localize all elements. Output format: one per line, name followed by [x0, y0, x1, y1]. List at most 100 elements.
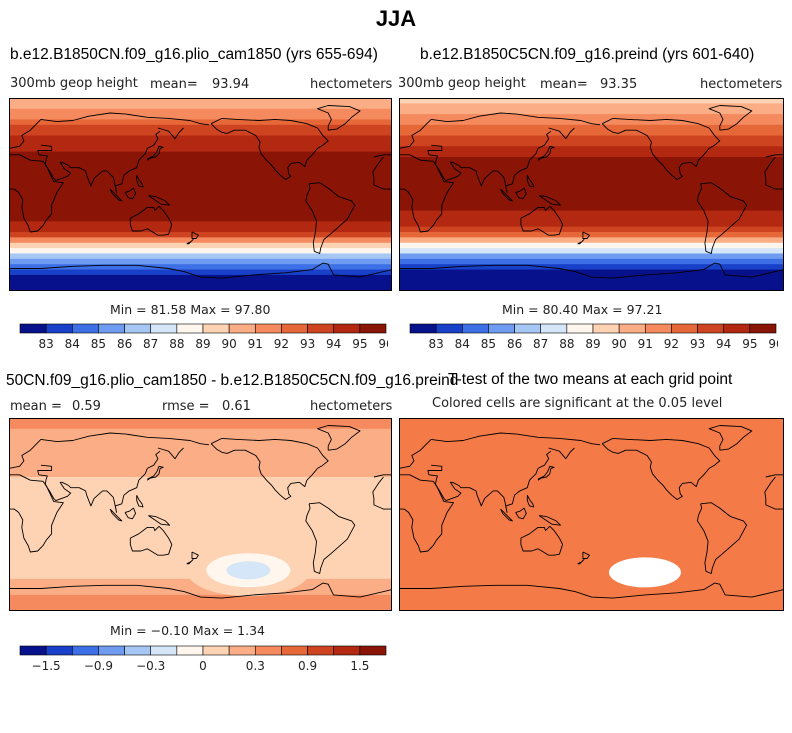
field-band	[9, 258, 392, 265]
mean-label-preind: mean=	[540, 77, 588, 92]
coastline	[9, 582, 392, 599]
coastline	[147, 130, 161, 149]
coastline	[399, 432, 601, 469]
field-band	[9, 519, 392, 526]
min-max-plio: Min = 81.58 Max = 97.80	[110, 302, 271, 317]
coastline	[577, 559, 585, 565]
colorbar-box	[98, 323, 125, 334]
colorbar-box	[281, 323, 308, 334]
colorbar-box	[461, 323, 489, 334]
coastline	[305, 182, 356, 254]
coastline	[399, 474, 454, 553]
field-band	[399, 253, 784, 260]
field-band	[9, 525, 392, 532]
colorbar-tick-label: 93	[300, 337, 315, 351]
colorbar-box	[71, 323, 99, 334]
field-band	[9, 135, 392, 142]
coastline	[537, 450, 552, 469]
colorbar-tick-label: 90	[221, 337, 236, 351]
field-band	[9, 280, 392, 287]
coastlines	[399, 105, 784, 279]
field-band	[399, 167, 784, 174]
coastline	[765, 154, 784, 158]
coastline	[191, 551, 199, 559]
coastline	[427, 464, 539, 513]
colorbar-tick-label: 83	[428, 337, 443, 351]
colorbar-box	[45, 645, 73, 656]
field-band	[399, 269, 784, 276]
coastline	[9, 432, 210, 469]
variable-label-preind: 300mb geop height	[398, 76, 526, 91]
field-band	[9, 151, 392, 158]
coastline	[9, 262, 392, 279]
coastline	[210, 117, 329, 180]
field-band	[9, 466, 392, 473]
panel-title-preind: b.e12.B1850C5CN.f09_g16.preind (yrs 601-…	[420, 46, 755, 63]
coastline	[515, 187, 527, 200]
colorbar-tick-label: 83	[38, 337, 53, 351]
coastline	[765, 474, 784, 478]
colorbar-box	[150, 323, 178, 334]
colorbar-box	[228, 645, 256, 656]
coastline	[582, 551, 590, 559]
field-band	[9, 503, 392, 510]
map-ttest	[399, 418, 784, 611]
mean-value-diff: 0.59	[72, 399, 101, 414]
coastline	[157, 127, 184, 140]
coastline	[520, 525, 564, 556]
colorbar-tick-label: 0	[199, 659, 207, 673]
not-significant-region	[608, 557, 681, 588]
colorbar-tick-label: 0.9	[298, 659, 317, 673]
coastline	[191, 231, 199, 239]
field-band	[9, 423, 392, 430]
coastline	[317, 105, 361, 131]
colorbar-box	[671, 323, 698, 334]
coastline	[372, 476, 392, 510]
rmse-value-diff: 0.61	[222, 399, 251, 414]
coastline	[399, 582, 784, 599]
main-title: JJA	[375, 6, 417, 31]
field-band	[399, 124, 784, 131]
field-band	[399, 215, 784, 222]
field-band	[9, 418, 392, 424]
coastline	[157, 447, 184, 460]
units-label-preind: hectometers	[700, 77, 783, 92]
coastline	[148, 195, 171, 206]
field-band	[9, 274, 392, 281]
coastline	[601, 117, 721, 180]
coastline	[136, 175, 144, 188]
field-band	[9, 242, 392, 249]
coastline	[548, 447, 575, 460]
field-band	[9, 114, 392, 121]
field-band	[399, 221, 784, 228]
variable-label-plio: 300mb geop height	[10, 76, 138, 91]
field-band	[9, 183, 392, 190]
colorbar-box	[307, 645, 335, 656]
field-band	[9, 460, 392, 467]
field-band	[9, 130, 392, 137]
field-layer	[399, 418, 784, 611]
field-band	[9, 226, 392, 233]
field-band	[9, 584, 392, 591]
coastline	[9, 474, 64, 553]
coastline	[372, 156, 392, 190]
field-band	[9, 248, 392, 255]
coastline	[708, 105, 753, 131]
field-band	[9, 232, 392, 238]
map-preind	[399, 98, 784, 291]
coastline	[305, 502, 356, 574]
field-band	[399, 119, 784, 126]
rmse-label-diff: rmse =	[162, 399, 210, 414]
coastline	[526, 494, 535, 508]
field-band	[9, 541, 392, 548]
colorbar-box	[333, 645, 361, 656]
colorbar-tick-label: 94	[716, 337, 731, 351]
field-band	[399, 183, 784, 190]
colorbar-box	[19, 323, 47, 334]
coastline	[37, 464, 148, 513]
field-band	[9, 269, 392, 276]
coastline	[538, 515, 561, 526]
colorbar-tick-label: 87	[143, 337, 158, 351]
coastline	[129, 205, 173, 236]
field-band	[399, 242, 784, 249]
